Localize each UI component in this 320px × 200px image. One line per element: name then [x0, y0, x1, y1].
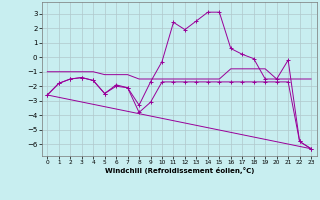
X-axis label: Windchill (Refroidissement éolien,°C): Windchill (Refroidissement éolien,°C) — [105, 167, 254, 174]
